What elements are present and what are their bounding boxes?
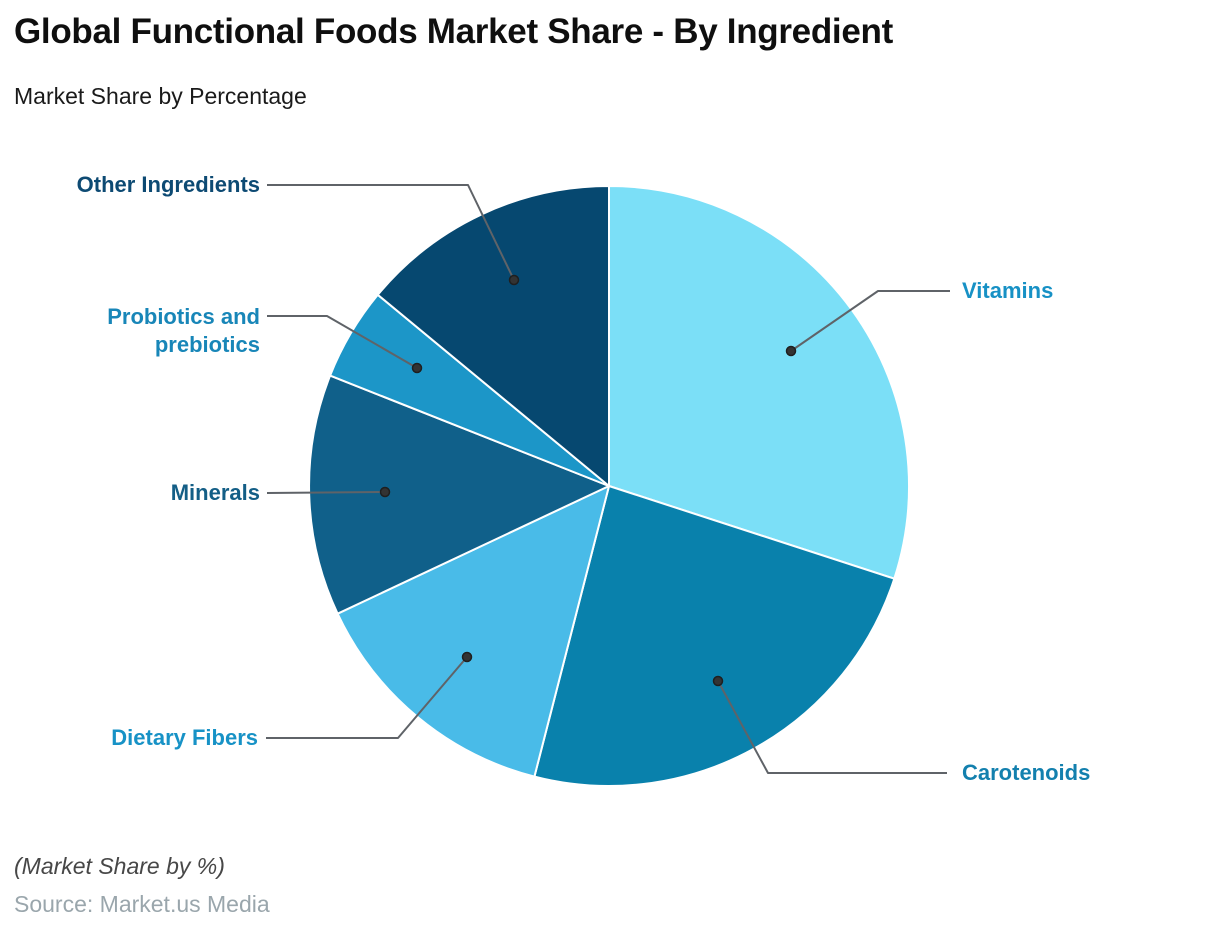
label-connector-probiotics-and-prebiotics [267, 315, 418, 369]
pie-slice-carotenoids [533, 485, 896, 787]
connector-dot-vitamins [785, 345, 797, 357]
connector-dot-minerals [379, 486, 391, 498]
chart-title: Global Functional Foods Market Share - B… [14, 12, 893, 51]
pie-slice-dietary-fibers [336, 485, 610, 778]
slice-label-carotenoids: Carotenoids [962, 760, 1091, 785]
connector-dot-carotenoids [712, 675, 724, 687]
label-connector-vitamins [790, 290, 950, 352]
chart-source: Source: Market.us Media [14, 891, 270, 917]
slice-label-dietary-fibers: Dietary Fibers [111, 725, 258, 750]
connector-dot-dietary-fibers [461, 651, 473, 663]
connector-dot-probiotics-and-prebiotics [411, 362, 423, 374]
chart-subtitle: Market Share by Percentage [14, 83, 307, 109]
slice-label-probiotics-and-prebiotics: Probiotics and prebiotics [107, 304, 260, 357]
label-connector-dietary-fibers [266, 656, 468, 739]
label-connector-other-ingredients [267, 184, 515, 281]
connector-dot-other-ingredients [508, 274, 520, 286]
chart-note: (Market Share by %) [14, 853, 225, 879]
label-connector-minerals [266, 491, 384, 494]
pie-slices-group [308, 185, 910, 787]
pie-slice-minerals [308, 374, 610, 615]
label-connectors-group [266, 184, 950, 774]
slice-label-minerals: Minerals [170, 480, 260, 505]
slice-label-vitamins: Vitamins [962, 278, 1054, 303]
label-connector-carotenoids [717, 680, 947, 774]
slice-label-other-ingredients: Other Ingredients [76, 172, 260, 197]
